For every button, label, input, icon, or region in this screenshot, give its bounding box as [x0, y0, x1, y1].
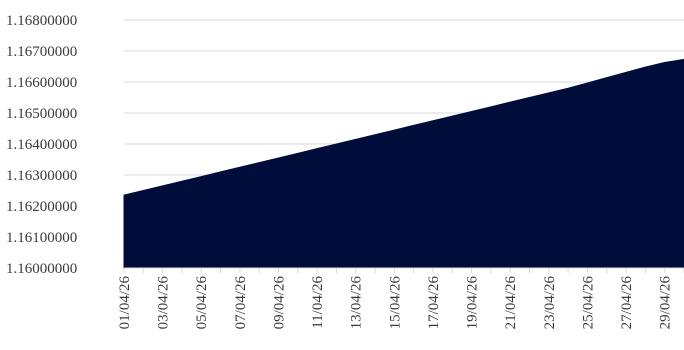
axes — [123, 267, 684, 273]
x-tick-label: 21/04/26 — [503, 276, 519, 330]
x-tick-label: 29/04/26 — [658, 276, 674, 330]
x-tick-label: 27/04/26 — [619, 276, 635, 330]
x-axis-tick-labels: 01/04/26 03/04/26 05/04/26 07/04/26 09/04/26… — [117, 276, 674, 330]
y-tick-label: 1.16100000 — [6, 230, 77, 246]
x-tick-label: 23/04/26 — [542, 276, 558, 330]
y-tick-label: 1.16000000 — [6, 261, 77, 277]
y-tick-label: 1.16800000 — [6, 13, 77, 29]
x-tick-label: 17/04/26 — [426, 276, 442, 330]
y-tick-label: 1.16700000 — [6, 44, 77, 60]
y-tick-label: 1.16200000 — [6, 199, 77, 215]
y-tick-label: 1.16400000 — [6, 137, 77, 153]
y-tick-label: 1.16600000 — [6, 75, 77, 91]
x-tick-label: 13/04/26 — [349, 276, 365, 330]
area-series — [123, 58, 684, 269]
y-tick-label: 1.16300000 — [6, 168, 77, 184]
x-tick-label: 11/04/26 — [310, 276, 326, 329]
x-tick-label: 15/04/26 — [387, 276, 403, 330]
y-tick-label: 1.16500000 — [6, 106, 77, 122]
x-tick-label: 19/04/26 — [465, 276, 481, 330]
x-tick-label: 07/04/26 — [233, 276, 249, 330]
x-tick-label: 01/04/26 — [117, 276, 133, 330]
x-tick-label: 03/04/26 — [156, 276, 172, 330]
x-tick-label: 09/04/26 — [271, 276, 287, 330]
y-axis-tick-labels: 1.16000000 1.16100000 1.16200000 1.16300000… — [6, 13, 77, 277]
x-tick-label: 25/04/26 — [580, 276, 596, 330]
x-tick-label: 05/04/26 — [194, 276, 210, 330]
area-fill — [123, 58, 684, 269]
